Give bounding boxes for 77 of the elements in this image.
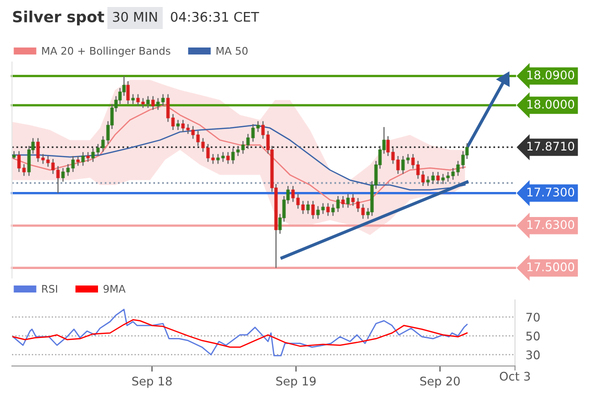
candlestick xyxy=(306,200,310,214)
chart-title: Silver spot xyxy=(13,10,104,26)
candlestick xyxy=(301,200,305,214)
candlestick xyxy=(221,152,225,162)
candlestick xyxy=(17,150,21,173)
candlestick xyxy=(91,148,95,162)
candlestick xyxy=(201,138,205,152)
candlestick xyxy=(446,171,450,182)
candlestick xyxy=(122,75,126,96)
candlestick xyxy=(296,194,300,210)
candlestick xyxy=(436,171,440,185)
candlestick xyxy=(196,130,200,146)
candlestick xyxy=(181,119,185,132)
candlestick xyxy=(426,176,430,186)
ref-line-label: 17.7300 xyxy=(527,188,574,197)
candlestick xyxy=(176,119,180,131)
candlestick xyxy=(96,143,100,157)
candlestick xyxy=(46,155,50,168)
candlestick xyxy=(421,170,425,186)
candlestick xyxy=(321,202,325,214)
ref-line-label: 17.5000 xyxy=(527,262,574,272)
candlestick xyxy=(27,145,31,176)
ref-line-label: 18.0900 xyxy=(527,70,574,80)
candlestick xyxy=(56,166,60,194)
candlestick xyxy=(411,154,415,170)
candlestick xyxy=(118,87,122,105)
candlestick xyxy=(166,94,170,122)
ref-line-label: 17.6300 xyxy=(527,220,574,230)
candlestick xyxy=(71,155,75,173)
candlestick xyxy=(326,202,330,216)
candlestick xyxy=(206,143,210,162)
candlestick xyxy=(291,185,295,202)
candlestick xyxy=(331,204,335,216)
candlestick xyxy=(191,126,195,140)
text: 04:36:31 CET xyxy=(170,12,260,22)
candlestick xyxy=(216,154,220,164)
x-tick-label: Sep 19 xyxy=(276,376,316,388)
candlestick xyxy=(81,152,85,166)
legend-label: MA 50 xyxy=(216,46,248,55)
ref-line-label: 17.8710 xyxy=(527,142,574,151)
candlestick xyxy=(341,195,345,208)
candlestick xyxy=(36,138,40,162)
candlestick xyxy=(171,113,175,131)
candlestick xyxy=(86,152,90,162)
candlestick xyxy=(441,173,445,185)
candlestick xyxy=(351,194,355,206)
ref-line-label: 18.0000 xyxy=(527,100,574,109)
candlestick xyxy=(186,124,190,134)
candlestick xyxy=(156,98,160,110)
candlestick xyxy=(461,150,465,170)
candlestick xyxy=(66,164,70,176)
y-tick-label: 30 xyxy=(526,350,540,360)
candlestick xyxy=(76,155,80,166)
x-tick-label: Sep 20 xyxy=(420,376,460,388)
candlestick xyxy=(41,154,45,164)
y-tick-label: 70 xyxy=(526,312,540,322)
candlestick xyxy=(61,167,65,182)
legend-label: MA 20 + Bollinger Bands xyxy=(42,46,170,57)
candlestick xyxy=(431,171,435,185)
candlestick xyxy=(51,158,55,174)
chart-subtitle: 30 MIN xyxy=(113,12,157,22)
candlestick xyxy=(406,154,410,164)
candlestick xyxy=(22,164,26,176)
y-tick-label: 50 xyxy=(526,332,540,340)
candlestick xyxy=(211,154,215,164)
candlestick xyxy=(346,194,350,208)
candlestick xyxy=(161,94,165,106)
legend-label: RSI xyxy=(42,284,58,293)
x-tick-label: Sep 18 xyxy=(132,376,172,388)
candlestick xyxy=(151,96,155,110)
legend-label: 9MA xyxy=(104,284,126,293)
text: Oct 3 xyxy=(500,372,530,381)
candlestick xyxy=(451,167,455,180)
candlestick xyxy=(226,152,230,164)
candlestick xyxy=(456,160,460,176)
candlestick xyxy=(316,206,320,220)
candlestick xyxy=(336,195,340,213)
